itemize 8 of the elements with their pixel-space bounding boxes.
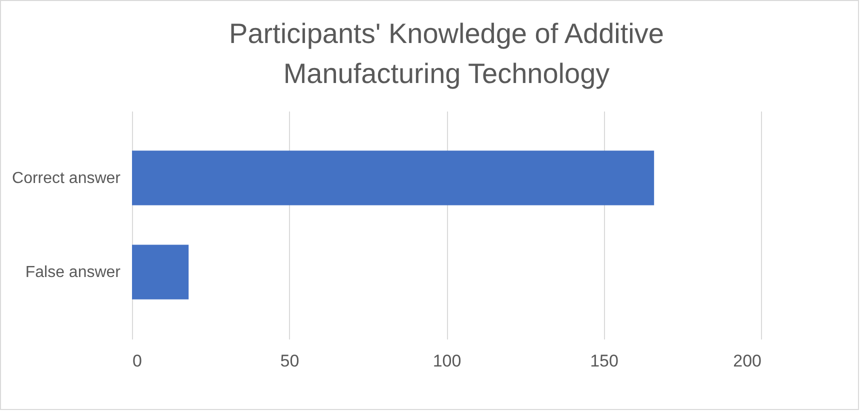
x-tick-label: 150 [590,352,618,370]
x-tick-label: 50 [280,352,300,370]
y-tick-label: False answer [25,264,122,282]
x-tick-label: 0 [132,352,142,370]
x-tick-label: 200 [733,352,762,370]
chart-title: Participants' Knowledge of Additive Manufacturing Technology [229,18,664,89]
y-tick-label: Correct answer [12,170,122,187]
x-tick-label: 100 [432,352,462,370]
